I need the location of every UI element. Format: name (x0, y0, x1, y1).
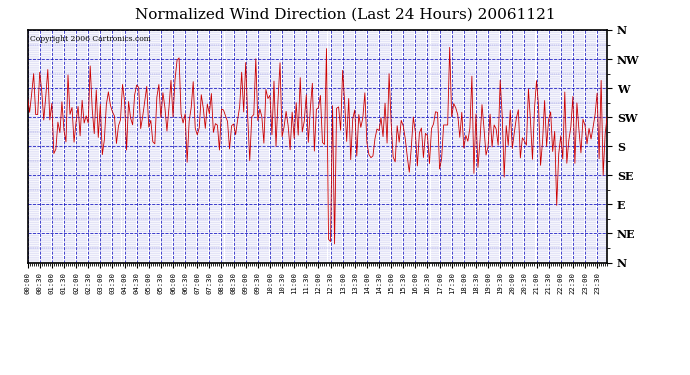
Text: Copyright 2006 Cartronics.com: Copyright 2006 Cartronics.com (30, 34, 151, 43)
Text: Normalized Wind Direction (Last 24 Hours) 20061121: Normalized Wind Direction (Last 24 Hours… (135, 8, 555, 21)
